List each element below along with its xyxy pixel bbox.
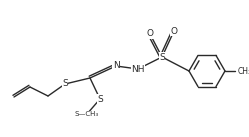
Text: O: O <box>146 29 153 38</box>
Text: O: O <box>171 26 178 35</box>
Text: S: S <box>97 95 103 103</box>
Text: N: N <box>113 62 119 71</box>
Text: NH: NH <box>131 65 145 73</box>
Text: CH₃: CH₃ <box>238 66 249 75</box>
Text: S: S <box>62 79 68 89</box>
Text: S—CH₃: S—CH₃ <box>75 111 99 117</box>
Text: S: S <box>159 52 165 62</box>
